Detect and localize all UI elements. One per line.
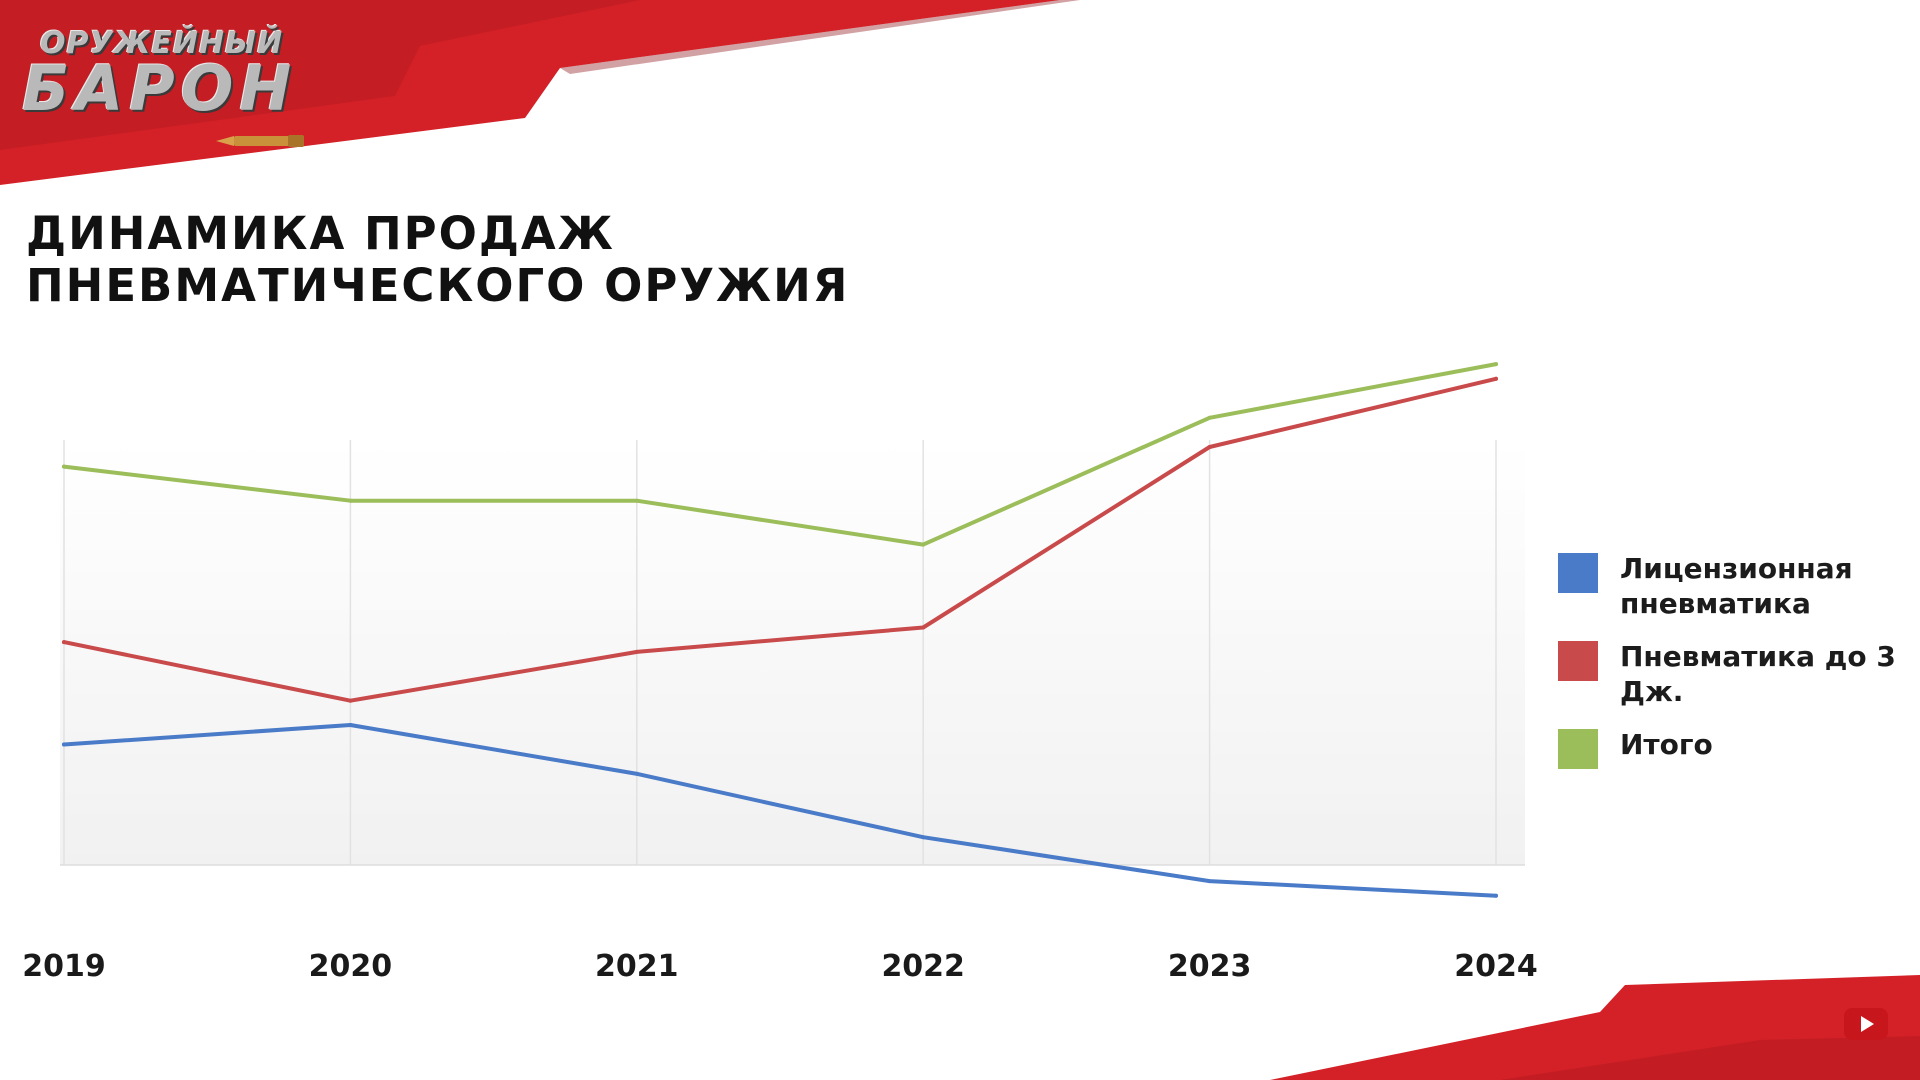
data-point-licensed bbox=[62, 742, 66, 747]
data-point-licensed bbox=[921, 835, 926, 840]
logo-line-1: ОРУЖЕЙНЫЙ bbox=[40, 26, 284, 61]
data-point-under-3j bbox=[921, 625, 926, 630]
legend-item-under-3j: Пневматика до 3 Дж. bbox=[1555, 640, 1915, 708]
legend-swatch-licensed bbox=[1558, 553, 1598, 593]
data-point-under-3j bbox=[1207, 445, 1212, 449]
bullet-icon bbox=[216, 135, 304, 147]
x-tick-label: 2020 bbox=[309, 949, 393, 984]
data-point-total bbox=[634, 498, 639, 503]
data-point-total bbox=[1494, 362, 1498, 367]
logo-line-2: БАРОН bbox=[22, 52, 298, 125]
data-point-under-3j bbox=[62, 640, 66, 645]
series-lines bbox=[62, 362, 1498, 898]
chart-legend: Лицензионная пневматика Пневматика до 3 … bbox=[1555, 552, 1915, 817]
title-line-2: ПНЕВМАТИЧЕСКОГО ОРУЖИЯ bbox=[26, 259, 850, 312]
page-title: ДИНАМИКА ПРОДАЖ ПНЕВМАТИЧЕСКОГО ОРУЖИЯ bbox=[26, 208, 1126, 312]
line-chart: 2019 2020 2021 2022 2023 2024 bbox=[22, 362, 1538, 984]
data-point-licensed bbox=[634, 771, 639, 776]
legend-swatch-total bbox=[1558, 729, 1598, 769]
title-line-1: ДИНАМИКА ПРОДАЖ bbox=[26, 207, 615, 260]
data-point-licensed bbox=[348, 723, 353, 727]
data-point-licensed bbox=[1494, 893, 1498, 898]
data-point-total bbox=[62, 464, 66, 469]
series-line-licensed bbox=[62, 723, 1498, 898]
legend-item-licensed: Лицензионная пневматика bbox=[1555, 552, 1915, 620]
data-point-under-3j bbox=[634, 649, 639, 654]
x-tick-label: 2024 bbox=[1454, 949, 1538, 984]
x-axis-ticks: 2019 2020 2021 2022 2023 2024 bbox=[22, 949, 1538, 984]
youtube-play-icon[interactable] bbox=[1840, 998, 1892, 1050]
legend-label-total: Итого bbox=[1620, 728, 1713, 761]
legend-swatch-under-3j bbox=[1558, 641, 1598, 681]
legend-label-under-3j: Пневматика до 3 Дж. bbox=[1620, 640, 1896, 708]
legend-label-licensed: Лицензионная пневматика bbox=[1620, 552, 1853, 620]
x-tick-label: 2023 bbox=[1168, 949, 1252, 984]
series-line-under-3j bbox=[62, 376, 1498, 703]
legend-item-total: Итого bbox=[1555, 728, 1915, 789]
data-point-under-3j bbox=[348, 698, 353, 703]
x-tick-label: 2019 bbox=[22, 949, 106, 984]
plot-area bbox=[60, 440, 1525, 865]
brand-logo: ОРУЖЕЙНЫЙ БАРОН bbox=[22, 24, 332, 147]
x-tick-label: 2021 bbox=[595, 949, 679, 984]
data-point-under-3j bbox=[1494, 376, 1498, 381]
x-tick-label: 2022 bbox=[881, 949, 965, 984]
data-point-licensed bbox=[1207, 879, 1212, 884]
series-line-total bbox=[62, 362, 1498, 547]
data-point-total bbox=[348, 498, 353, 503]
data-point-total bbox=[921, 542, 926, 547]
data-point-total bbox=[1207, 415, 1212, 420]
